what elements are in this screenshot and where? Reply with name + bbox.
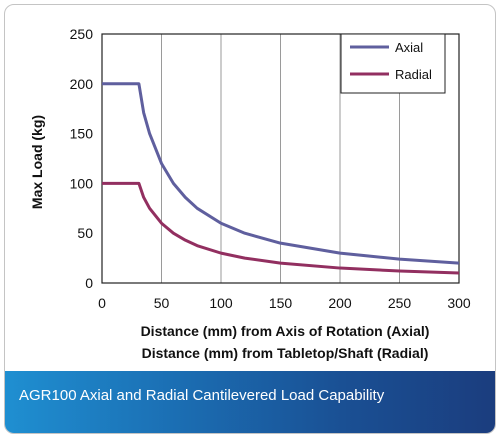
legend-label-radial: Radial	[395, 67, 432, 82]
legend: Axial Radial	[340, 33, 446, 94]
caption-banner: AGR100 Axial and Radial Cantilevered Loa…	[5, 371, 495, 433]
chart-panel: 0 50 100 150 200 250 300 0 50 100 150 200 250 Max Lo…	[4, 4, 496, 434]
y-tick-label-250: 250	[70, 26, 94, 42]
series-lines	[102, 82, 460, 275]
plot-area	[101, 33, 460, 284]
x-tick-label-300: 300	[447, 295, 471, 311]
y-tick-label-50: 50	[77, 225, 93, 241]
x-tick-label-250: 250	[388, 295, 412, 311]
x-tick-label-50: 50	[154, 295, 170, 311]
y-tick-label-200: 200	[70, 76, 94, 92]
y-tick-label-150: 150	[70, 126, 94, 142]
y-axis-title: Max Load (kg)	[29, 115, 45, 209]
x-tick-label-200: 200	[328, 295, 352, 311]
x-tick-label-100: 100	[209, 295, 233, 311]
series-line-radial	[102, 181, 460, 275]
x-axis-title-line2: Distance (mm) from Tabletop/Shaft (Radia…	[142, 345, 429, 361]
x-axis-title-line1: Distance (mm) from Axis of Rotation (Axi…	[141, 323, 430, 339]
load-chart: 0 50 100 150 200 250 300 0 50 100 150 200 250 Max Lo…	[29, 26, 471, 361]
x-tick-label-0: 0	[98, 295, 106, 311]
x-tick-label-150: 150	[269, 295, 293, 311]
y-tick-label-100: 100	[70, 175, 94, 191]
legend-label-axial: Axial	[395, 40, 423, 55]
tick-labels: 0 50 100 150 200 250 300 0 50 100 150 200 250	[70, 26, 471, 311]
chart-caption: AGR100 Axial and Radial Cantilevered Loa…	[19, 387, 385, 404]
legend-box	[340, 33, 446, 94]
y-tick-label-0: 0	[85, 275, 93, 291]
series-line-axial	[102, 82, 460, 265]
